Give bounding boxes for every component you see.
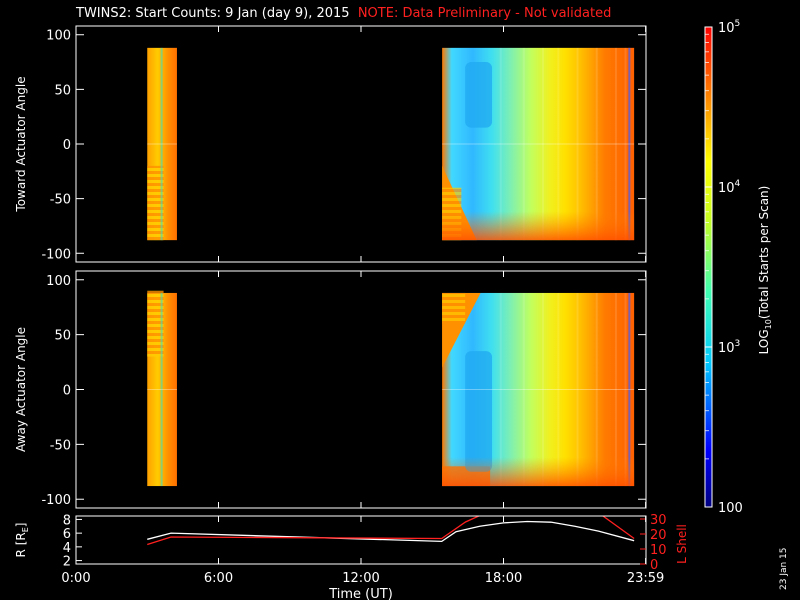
date-stamp: 23 Jan 15 — [779, 548, 789, 591]
preliminary-note: NOTE: Data Preliminary - Not validated — [357, 6, 612, 21]
y-tick-label: 8 — [63, 513, 71, 528]
toward-panel: 100 50 0 -50 -100 Toward Actuator Angle — [14, 25, 647, 263]
title-text: TWINS2: Start Counts: 9 Jan (day 9), 201… — [76, 6, 350, 21]
y-axis-label: Toward Actuator Angle — [14, 76, 28, 212]
x-tick-label: 12:00 — [342, 571, 379, 586]
series-line — [601, 516, 635, 540]
y-tick-label: 50 — [54, 83, 71, 98]
y-tick-label: 100 — [46, 274, 71, 289]
heatmap-streak — [160, 47, 163, 241]
y-axis-label: R [RE] — [14, 523, 30, 558]
y-tick-label: 2 — [63, 555, 71, 570]
y-axis-label-right: L Shell — [675, 524, 689, 564]
y-tick-label: 100 — [46, 29, 71, 44]
heatmap-block — [442, 47, 635, 241]
x-tick-label: 6:00 — [204, 571, 233, 586]
y-tick-label: -50 — [50, 193, 71, 208]
y-tick-label: 50 — [54, 329, 71, 344]
colorbar-tick-label: 105 — [718, 19, 740, 36]
x-tick-label: 23:59 — [627, 571, 664, 586]
colorbar-tick-label: 103 — [718, 339, 740, 356]
heatmap-block — [147, 47, 177, 241]
chart-title: TWINS2: Start Counts: 9 Jan (day 9), 201… — [76, 6, 611, 21]
y-tick-label: -50 — [50, 438, 71, 453]
colorbar: 105 104 103 100 LOG10(Total Starts per Scan… — [704, 19, 773, 516]
y-tick-label: 6 — [63, 527, 71, 542]
heatmap-streak — [160, 292, 163, 487]
y-tick-label: -100 — [41, 247, 71, 262]
colorbar-label: LOG10(Total Starts per Scan) — [757, 186, 773, 355]
colorbar-tick-label: 100 — [718, 501, 743, 516]
heatmap-block — [442, 292, 635, 487]
heatmap-edge — [442, 292, 635, 487]
heatmap-stripes — [147, 290, 164, 357]
x-tick-label: 0:00 — [61, 571, 90, 586]
y-tick-label-right: 30 — [650, 513, 667, 528]
y-tick-label: 0 — [63, 384, 71, 399]
x-tick-label: 18:00 — [485, 571, 522, 586]
y-tick-label: 4 — [63, 541, 71, 556]
y-tick-label-right: 20 — [650, 528, 667, 543]
colorbar-gradient — [705, 27, 712, 507]
y-tick-label: -100 — [41, 493, 71, 508]
colorbar-tick-label: 104 — [718, 179, 741, 196]
heatmap-stripes — [147, 165, 164, 241]
y-axis-label: Away Actuator Angle — [14, 327, 28, 452]
away-panel: 100 50 0 -50 -100 Away Actuator Angle — [14, 270, 647, 509]
heatmap-block — [147, 290, 177, 487]
series-line — [147, 516, 481, 546]
y-tick-label-right: 0 — [650, 558, 658, 573]
heatmap-edge — [442, 47, 635, 241]
y-tick-label-right: 10 — [650, 543, 667, 558]
x-axis-label: Time (UT) — [328, 587, 393, 600]
y-tick-label: 0 — [63, 138, 71, 153]
